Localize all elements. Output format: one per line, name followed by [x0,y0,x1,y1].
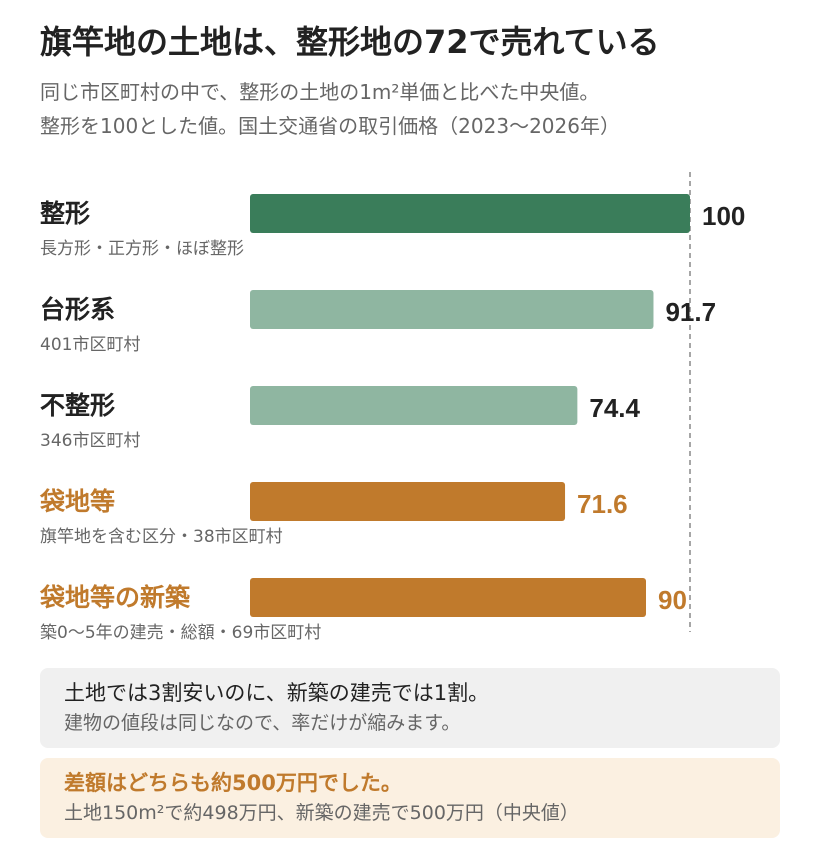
note-2-line-2: 土地150m²で約498万円、新築の建売で500万円（中央値） [64,802,579,824]
value-label-2: 74.4 [589,393,640,423]
category-sublabel-0: 長方形・正方形・ほぼ整形 [40,239,244,259]
value-label-4: 90 [658,585,687,615]
bar-3 [250,482,566,521]
bar-1 [250,290,654,329]
bar-0 [250,194,690,233]
category-sublabel-1: 401市区町村 [40,335,140,355]
value-label-0: 100 [702,201,745,231]
bar-4 [250,578,646,617]
category-label-3: 袋地等 [39,487,115,516]
note-box-land-vs-building: 土地では3割安いのに、新築の建売では1割。 建物の値段は同じなので、率だけが縮み… [40,668,780,748]
note-2-line-1: 差額はどちらも約500万円でした。 [64,771,402,795]
note-box-price-difference: 差額はどちらも約500万円でした。 土地150m²で約498万円、新築の建売で5… [40,758,780,838]
category-sublabel-4: 築0〜5年の建売・総額・69市区町村 [40,623,321,643]
category-label-4: 袋地等の新築 [39,583,191,612]
subtitle-line-2: 整形を100とした値。国土交通省の取引価格（2023〜2026年） [40,114,620,138]
chart-title: 旗竿地の土地は、整形地の72で売れている [40,23,660,61]
note-1-line-2: 建物の値段は同じなので、率だけが縮みます。 [64,712,461,734]
category-sublabel-2: 346市区町村 [40,431,140,451]
category-label-1: 台形系 [40,295,115,324]
bar-2 [250,386,578,425]
chart-subtitle: 同じ市区町村の中で、整形の土地の1m²単価と比べた中央値。 整形を100とした値… [40,75,800,143]
note-1-line-1: 土地では3割安いのに、新築の建売では1割。 [64,681,490,705]
subtitle-line-1: 同じ市区町村の中で、整形の土地の1m²単価と比べた中央値。 [40,80,600,104]
category-label-2: 不整形 [40,391,115,420]
value-label-1: 91.7 [665,297,716,327]
category-sublabel-3: 旗竿地を含む区分・38市区町村 [40,527,283,547]
value-label-3: 71.6 [577,489,628,519]
category-label-0: 整形 [40,199,90,228]
